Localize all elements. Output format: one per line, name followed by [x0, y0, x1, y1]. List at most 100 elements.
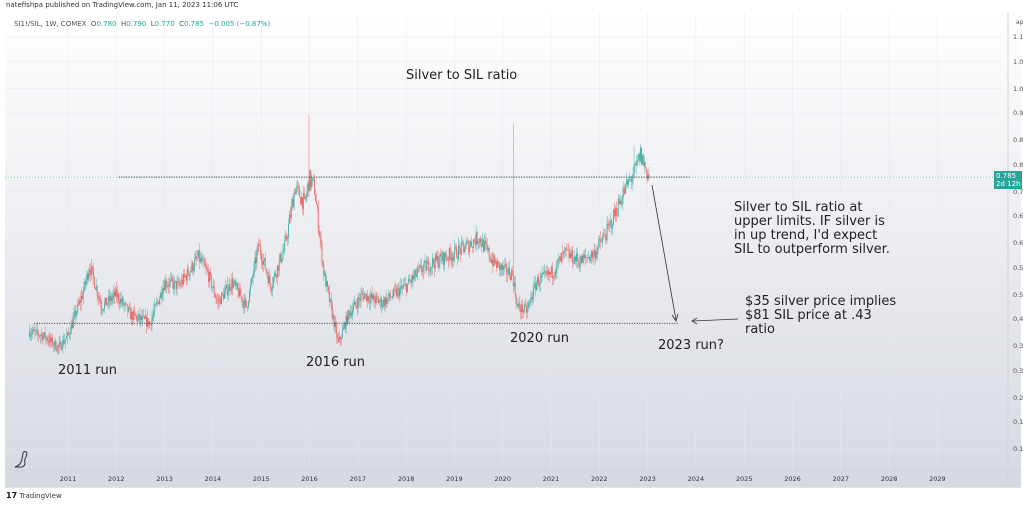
candle-down: [90, 269, 92, 275]
candle-up: [145, 316, 146, 319]
candle-down: [150, 323, 152, 326]
chart-panel[interactable]: [5, 13, 1021, 488]
candle-up: [283, 249, 285, 252]
candle-down: [522, 304, 524, 313]
candle-up: [369, 297, 371, 303]
candle-up: [177, 281, 179, 282]
candle-down: [457, 257, 459, 259]
candle-up: [419, 265, 421, 266]
candle-up: [487, 248, 489, 250]
candle-down: [315, 201, 317, 205]
candle-down: [47, 340, 49, 341]
note-line: ratio: [745, 322, 775, 337]
note-line: upper limits. IF silver is: [734, 214, 885, 229]
candle-down: [355, 304, 357, 306]
candle-up: [288, 223, 289, 238]
price-chart[interactable]: [5, 13, 1021, 487]
candle-down: [122, 298, 124, 306]
candle-down: [641, 147, 642, 165]
candle-down: [401, 285, 403, 289]
candle-down: [223, 293, 224, 299]
annotation-2020-run: 2020 run: [510, 331, 570, 346]
candle-down: [560, 256, 562, 262]
time-tick: 2028: [880, 475, 898, 483]
candle-down: [39, 335, 41, 337]
time-tick: 2014: [204, 475, 222, 483]
candle-up: [599, 239, 601, 240]
candle-up: [59, 342, 61, 344]
candle-up: [484, 240, 485, 252]
candle-up: [263, 258, 265, 261]
candle-down: [133, 311, 135, 314]
candle-down: [483, 239, 485, 252]
candle-down: [412, 275, 414, 280]
candle-up: [523, 310, 524, 313]
candle-down: [213, 285, 215, 295]
candle-down: [54, 341, 56, 350]
candle-up: [510, 270, 512, 280]
candle-up: [111, 298, 113, 301]
candle-down: [389, 293, 391, 298]
price-tick: 1.065: [1013, 57, 1023, 66]
tradingview-logo[interactable]: 17 TradingView: [6, 491, 62, 500]
candle-down: [573, 263, 575, 264]
candle-up: [272, 285, 274, 290]
candle-down: [258, 243, 260, 246]
candle-up: [382, 299, 384, 306]
candle-down: [294, 192, 296, 194]
candle-up: [406, 283, 408, 293]
candle-down: [492, 259, 494, 266]
candle-up: [117, 293, 119, 297]
candle-up: [622, 194, 624, 204]
candle-down: [237, 288, 239, 297]
candle-up: [31, 331, 33, 334]
time-tick: 2018: [397, 475, 415, 483]
candle-down: [125, 303, 127, 304]
candle-up: [183, 273, 184, 285]
candle-down: [616, 215, 618, 216]
candle-up: [107, 296, 109, 304]
candle-up: [305, 196, 307, 199]
candle-down: [34, 330, 36, 332]
candle-down: [218, 301, 220, 302]
candle-up: [543, 271, 545, 274]
candle-down: [321, 242, 323, 263]
symbol-name[interactable]: SI1!/SIL, 1W, COMEX: [14, 20, 87, 28]
candle-down: [317, 206, 319, 231]
candle-up: [442, 252, 444, 262]
candle-down: [262, 261, 263, 265]
candle-down: [37, 329, 39, 334]
candle-down: [314, 179, 315, 195]
candle-up: [256, 251, 258, 264]
candle-down: [168, 285, 170, 287]
price-tick: 0.125: [1013, 445, 1023, 453]
candle-up: [43, 331, 45, 336]
candle-up: [297, 185, 299, 187]
candle-down: [537, 277, 539, 286]
candle-down: [200, 257, 202, 262]
candle-up: [262, 260, 264, 265]
candle-down: [512, 273, 514, 287]
candle-up: [138, 314, 140, 317]
candle-up: [88, 273, 90, 280]
candle-down: [488, 248, 490, 258]
candle-down: [459, 248, 461, 255]
candle-up: [417, 267, 419, 274]
price-tick: 1.125: [1013, 33, 1023, 41]
close-value: 0.785: [184, 20, 205, 28]
candle-up: [386, 298, 388, 305]
candle-up: [171, 277, 172, 280]
candle-down: [50, 337, 52, 342]
candle-up: [409, 280, 411, 282]
candle-down: [206, 267, 208, 270]
candle-down: [184, 273, 185, 277]
candle-down: [322, 262, 324, 264]
symbol-legend: SI1!/SIL, 1W, COMEX O0.780 H0.790 L0.770…: [14, 20, 270, 28]
candle-up: [538, 284, 540, 286]
candle-up: [534, 283, 536, 286]
candle-down: [269, 275, 271, 284]
candle-up: [72, 319, 74, 329]
candle-down: [575, 256, 576, 262]
price-tick: 0.750: [1013, 187, 1023, 196]
horizontal-levels: [5, 176, 1008, 324]
